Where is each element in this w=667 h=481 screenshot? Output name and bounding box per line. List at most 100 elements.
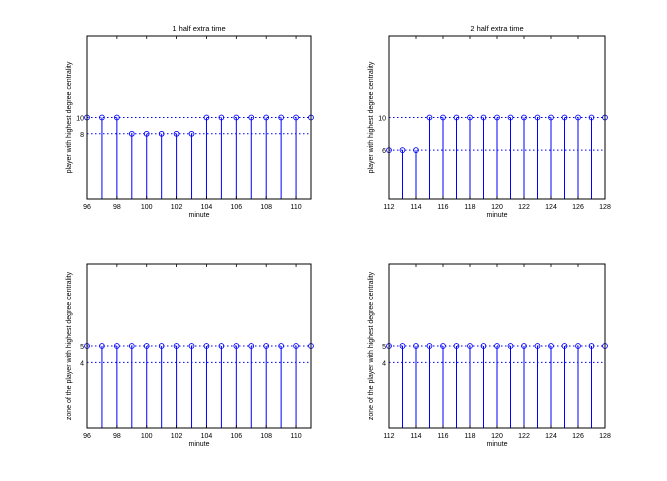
stem-marker	[467, 114, 473, 121]
stem-marker	[114, 114, 120, 121]
y-tick-label: 10	[76, 116, 84, 123]
stem-marker	[561, 114, 568, 121]
stem-marker	[426, 114, 433, 121]
axes-box	[86, 35, 312, 200]
stem-marker	[480, 343, 487, 349]
stem-marker	[521, 114, 527, 121]
x-tick-label: 96	[83, 204, 91, 211]
stem-marker	[128, 343, 135, 349]
x-axis-label: minute	[188, 441, 209, 448]
x-axis-label: minute	[188, 212, 209, 219]
stem-marker	[534, 114, 541, 121]
x-tick-label: 114	[410, 433, 421, 440]
stem-marker	[158, 130, 165, 137]
stem-marker	[494, 343, 500, 349]
x-tick-label: 110	[290, 204, 301, 211]
stem-panel-2: 10 6 112 114 116 118 120 122 124 126 128 minute play…	[368, 24, 611, 219]
x-tick-label: 96	[83, 433, 91, 440]
x-tick-label: 120	[491, 204, 503, 211]
stem-marker	[413, 343, 419, 349]
x-tick-label: 120	[491, 433, 503, 440]
stem-marker	[203, 343, 210, 349]
x-tick-label: 106	[230, 433, 242, 440]
stem-marker	[507, 343, 514, 349]
y-tick-label: 10	[378, 116, 386, 123]
x-tick-label: 128	[599, 433, 611, 440]
x-tick-label: 106	[230, 204, 242, 211]
chart-title: 1 half extra time	[172, 24, 225, 33]
x-axis-label: minute	[486, 441, 507, 448]
axes-box	[86, 263, 312, 429]
x-tick-label: 126	[572, 433, 584, 440]
stem-marker	[233, 114, 240, 121]
stem-marker	[575, 343, 581, 349]
stem-marker	[158, 343, 165, 349]
x-tick-label: 98	[113, 433, 121, 440]
x-tick-label: 108	[260, 204, 272, 211]
stem-marker	[188, 343, 195, 349]
stem-marker	[548, 114, 554, 121]
stem-marker	[233, 343, 240, 349]
stem-marker	[248, 114, 255, 121]
x-tick-label: 112	[383, 433, 394, 440]
stem-marker	[248, 343, 255, 349]
stem-marker	[143, 130, 150, 137]
stem-marker	[480, 114, 487, 121]
x-tick-label: 122	[518, 433, 530, 440]
stem-marker	[561, 343, 568, 349]
stem-marker	[588, 114, 595, 121]
x-tick-label: 104	[201, 433, 213, 440]
stem-marker	[440, 343, 446, 349]
x-tick-label: 98	[113, 204, 121, 211]
x-tick-label: 126	[572, 204, 584, 211]
stem-marker	[218, 343, 225, 349]
stem-marker	[548, 343, 554, 349]
stem-marker	[426, 343, 433, 349]
x-tick-label: 110	[290, 433, 301, 440]
stem-marker	[440, 114, 446, 121]
stem-marker	[588, 343, 595, 349]
stem-marker	[399, 147, 406, 153]
x-tick-label: 118	[464, 433, 475, 440]
y-axis-label: zone of the player with highest degree c…	[66, 271, 73, 420]
stem-marker	[507, 114, 514, 121]
chart-title: 2 half extra time	[470, 24, 523, 33]
x-tick-label: 124	[545, 433, 557, 440]
x-tick-label: 114	[410, 204, 421, 211]
stem-marker	[521, 343, 527, 349]
stem-marker	[114, 343, 120, 349]
stem-marker	[99, 114, 105, 121]
y-tick-label: 5	[382, 344, 386, 351]
x-tick-label: 108	[260, 433, 272, 440]
y-tick-label: 5	[80, 344, 84, 351]
x-tick-label: 122	[518, 204, 530, 211]
stem-marker	[263, 114, 270, 121]
y-axis-label: zone of the player with highest degree c…	[368, 271, 375, 420]
stem-marker	[293, 114, 299, 121]
stem-marker	[188, 130, 195, 137]
stem-marker	[218, 114, 225, 121]
x-tick-label: 100	[141, 433, 153, 440]
stem-marker	[453, 343, 460, 349]
stem-marker	[203, 114, 210, 121]
stem-marker	[278, 343, 284, 349]
stem-panel-4: 5 4 112 114 116 118 120 122 124 126 128 minute zone …	[368, 263, 611, 448]
stem-marker	[173, 343, 180, 349]
stem-marker	[575, 114, 581, 121]
stem-marker	[413, 147, 419, 153]
stem-marker	[128, 130, 135, 137]
x-tick-label: 112	[383, 204, 394, 211]
x-tick-label: 128	[599, 204, 611, 211]
stem-marker	[99, 343, 105, 349]
x-tick-label: 116	[437, 433, 448, 440]
y-axis-label: player with highest degree centrality	[368, 61, 375, 173]
stem-marker	[494, 114, 500, 121]
stem-marker	[293, 343, 299, 349]
stem-marker	[534, 343, 541, 349]
stem-marker	[453, 114, 460, 121]
stem-panel-3: 5 4 96 98 100 102 104 106 108 110 minute zone of th…	[66, 263, 314, 448]
stem-marker	[143, 343, 150, 349]
x-axis-label: minute	[486, 212, 507, 219]
